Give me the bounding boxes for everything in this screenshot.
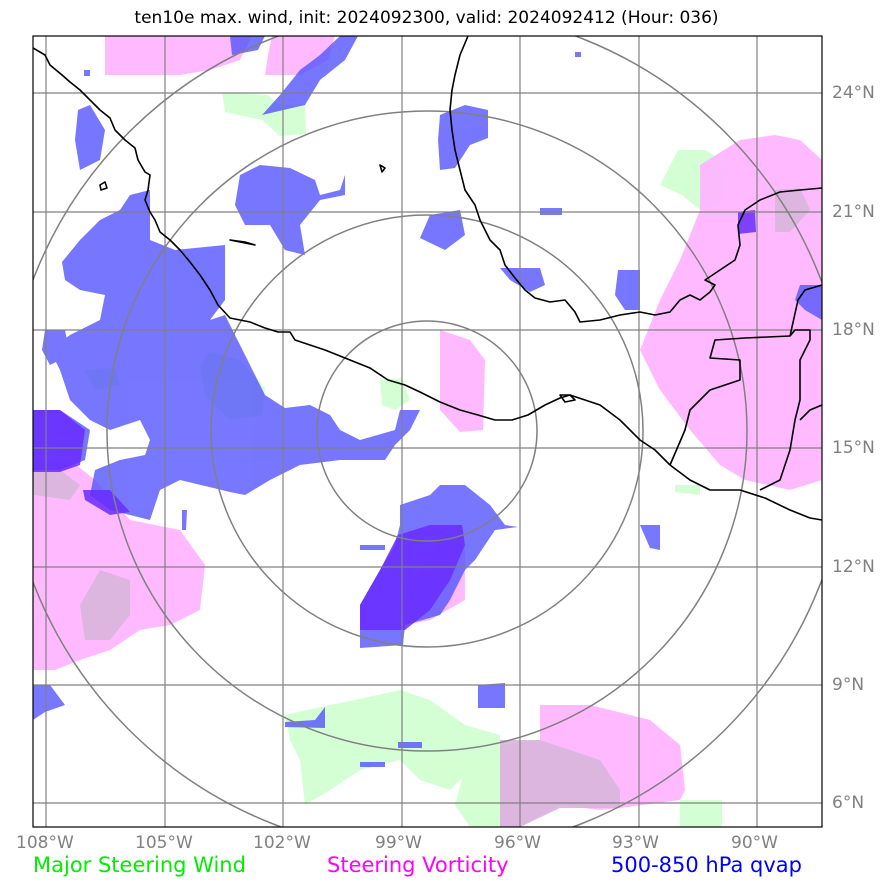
legend-steering-vorticity: Steering Vorticity xyxy=(327,853,509,877)
plot-frame xyxy=(32,35,823,828)
qvap-area xyxy=(420,210,465,250)
overlap-area xyxy=(80,570,130,640)
qvap-area xyxy=(33,685,65,720)
longitude-label: 90°W xyxy=(731,833,778,853)
vorticity-area xyxy=(33,460,205,670)
range-rings xyxy=(33,36,822,827)
wind-area xyxy=(680,800,722,827)
qvap-area xyxy=(84,70,90,76)
qvap-area xyxy=(75,105,105,170)
latitude-label: 15°N xyxy=(832,438,875,458)
latitude-label: 6°N xyxy=(832,793,865,813)
qvap-area xyxy=(42,330,70,365)
qvap-area xyxy=(50,190,420,520)
qvap-area xyxy=(230,36,265,55)
latitude-label: 18°N xyxy=(832,320,875,340)
qvap-area xyxy=(615,270,640,310)
longitude-label: 96°W xyxy=(494,833,541,853)
coastlines xyxy=(33,36,822,521)
qvap-area xyxy=(478,683,505,708)
latitude-label: 9°N xyxy=(832,675,865,695)
legend-major-steering-wind: Major Steering Wind xyxy=(33,853,246,877)
range-ring xyxy=(316,320,538,542)
qvap-area xyxy=(640,525,660,550)
qvap-core xyxy=(83,490,130,515)
honduras-border xyxy=(799,404,822,421)
qvap-area xyxy=(360,545,385,550)
qvap-area xyxy=(360,762,385,767)
mexico-pacific-coast xyxy=(33,47,822,521)
range-ring xyxy=(106,110,748,752)
longitude-label: 105°W xyxy=(135,833,193,853)
qvap-area xyxy=(398,742,422,748)
latitude-label: 21°N xyxy=(832,202,875,222)
small-island xyxy=(559,394,576,403)
overlap-layer xyxy=(33,188,810,827)
small-island xyxy=(379,164,386,173)
longitude-label: 93°W xyxy=(612,833,659,853)
gulf-coast xyxy=(449,36,822,323)
longitude-label: 108°W xyxy=(16,833,74,853)
legend-qvap: 500-850 hPa qvap xyxy=(611,853,802,877)
overlap-area xyxy=(500,740,620,827)
overlap-area xyxy=(33,470,80,500)
qvap-area xyxy=(262,36,358,115)
longitude-label: 99°W xyxy=(375,833,422,853)
small-island xyxy=(99,181,108,191)
longitude-label: 102°W xyxy=(253,833,311,853)
wind-area xyxy=(675,485,700,495)
qvap-area xyxy=(182,510,187,530)
wind-area xyxy=(285,690,500,805)
qvap-core xyxy=(360,525,465,630)
belize-border xyxy=(789,284,822,337)
small-island xyxy=(229,239,256,246)
latitude-label: 12°N xyxy=(832,557,875,577)
qvap-core xyxy=(738,210,756,234)
guatemala-border xyxy=(669,329,811,491)
qvap-area xyxy=(575,52,581,57)
range-ring xyxy=(210,214,644,648)
latitude-label: 24°N xyxy=(832,83,875,103)
overlap-area xyxy=(775,188,810,232)
qvap-area xyxy=(235,165,345,255)
map-title: ten10e max. wind, init: 2024092300, vali… xyxy=(134,8,719,28)
